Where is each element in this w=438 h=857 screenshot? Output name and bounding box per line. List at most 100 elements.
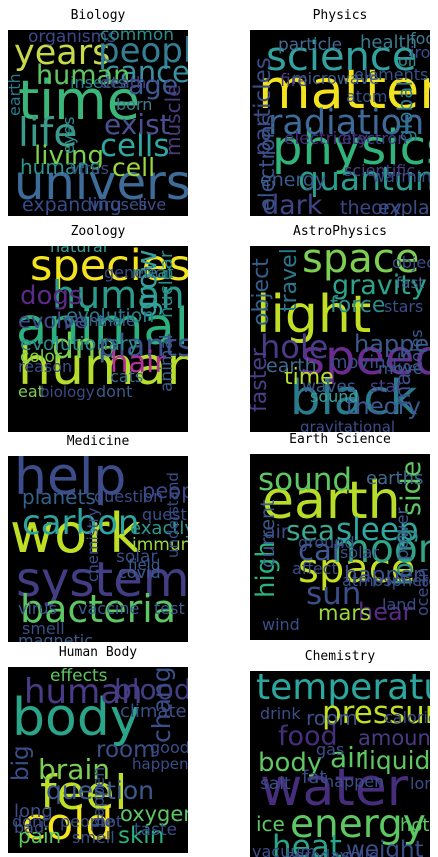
word: hole [260,328,328,366]
word: species [30,246,188,291]
word: virus [70,159,109,178]
word: health [360,32,417,53]
word: feel [40,766,127,821]
word: genetic [104,263,164,282]
word: explain [378,197,430,216]
word: space [302,246,419,282]
word: current [257,499,279,568]
word: waves [302,377,356,397]
word: exist [104,108,171,141]
word: happen [354,330,430,358]
word: oil [398,51,417,70]
word: air [264,521,289,543]
word: eyes [59,117,78,155]
word: fast [396,274,424,292]
word: virus [18,599,57,618]
panel-title: AstroPhysics [293,224,387,239]
word: universe [14,155,188,211]
word: color [20,347,62,367]
word: system [16,552,188,608]
word: body [258,748,322,778]
word: science [266,34,417,80]
word: elements [354,65,428,84]
word: nuclear [156,250,177,318]
word: travel [277,248,302,312]
word: meat [132,263,174,282]
word: sleep [336,512,419,548]
word: oxygen [120,802,188,826]
word: viruses [90,195,147,214]
word: happen [344,563,427,588]
word: solar [116,547,157,567]
word: smell [22,619,65,638]
word: effects [50,667,108,686]
word: wind [262,615,300,634]
word: question [46,776,154,805]
word: biology [40,383,95,401]
word: land [382,595,417,614]
word: dark [262,190,323,216]
word: immune [132,535,188,555]
word: water [260,758,409,818]
word: mass [391,351,415,406]
word: moon [332,527,430,572]
word: force [330,293,385,318]
word: climate [120,701,187,722]
wordcloud-canvas: timeuniverselifeyearspeoplecancercellsex… [8,30,188,216]
panel-title: Physics [312,8,368,23]
word: cells [100,128,170,164]
word: calories [384,708,430,727]
word: energy [290,802,426,847]
word: electrons [255,114,279,211]
word: bad [14,818,44,837]
word: understand [164,472,182,558]
word: side [396,461,427,516]
panel-title: Chemistry [304,649,376,664]
word: age [128,70,178,101]
word: people [98,31,188,71]
word: room [306,706,358,730]
word: field [128,556,160,574]
word: day [320,846,349,857]
word: help [14,456,126,507]
word: affect [292,559,338,578]
word: eat [18,382,44,401]
wordcloud-canvas: body feel cold human blood brain question chang… [8,667,188,853]
word: earths [366,468,423,489]
word: expanding [22,194,122,216]
word: change [147,667,176,743]
word: good [150,738,188,757]
word: cats [110,367,143,386]
word: plant [64,311,105,330]
word: drink [260,704,301,723]
word: long [388,528,419,586]
word: temperature [256,671,430,708]
word: black [290,370,418,426]
word: space [298,546,415,592]
word: animal [157,334,177,392]
word: object [250,258,274,326]
word: death [100,73,146,92]
word: cell [112,153,155,182]
word: evolution [66,305,154,327]
word: power [393,507,413,560]
word: sound [258,462,352,498]
word: long [14,801,53,822]
word: moving [330,352,397,373]
word: salt [260,774,291,794]
word: liquid [362,746,430,775]
word: magnetic [18,631,93,642]
word: light [256,285,371,345]
word: muscle [161,85,185,156]
word: years [14,33,110,73]
word: evolutionary [20,333,139,355]
word: stars [384,297,423,316]
